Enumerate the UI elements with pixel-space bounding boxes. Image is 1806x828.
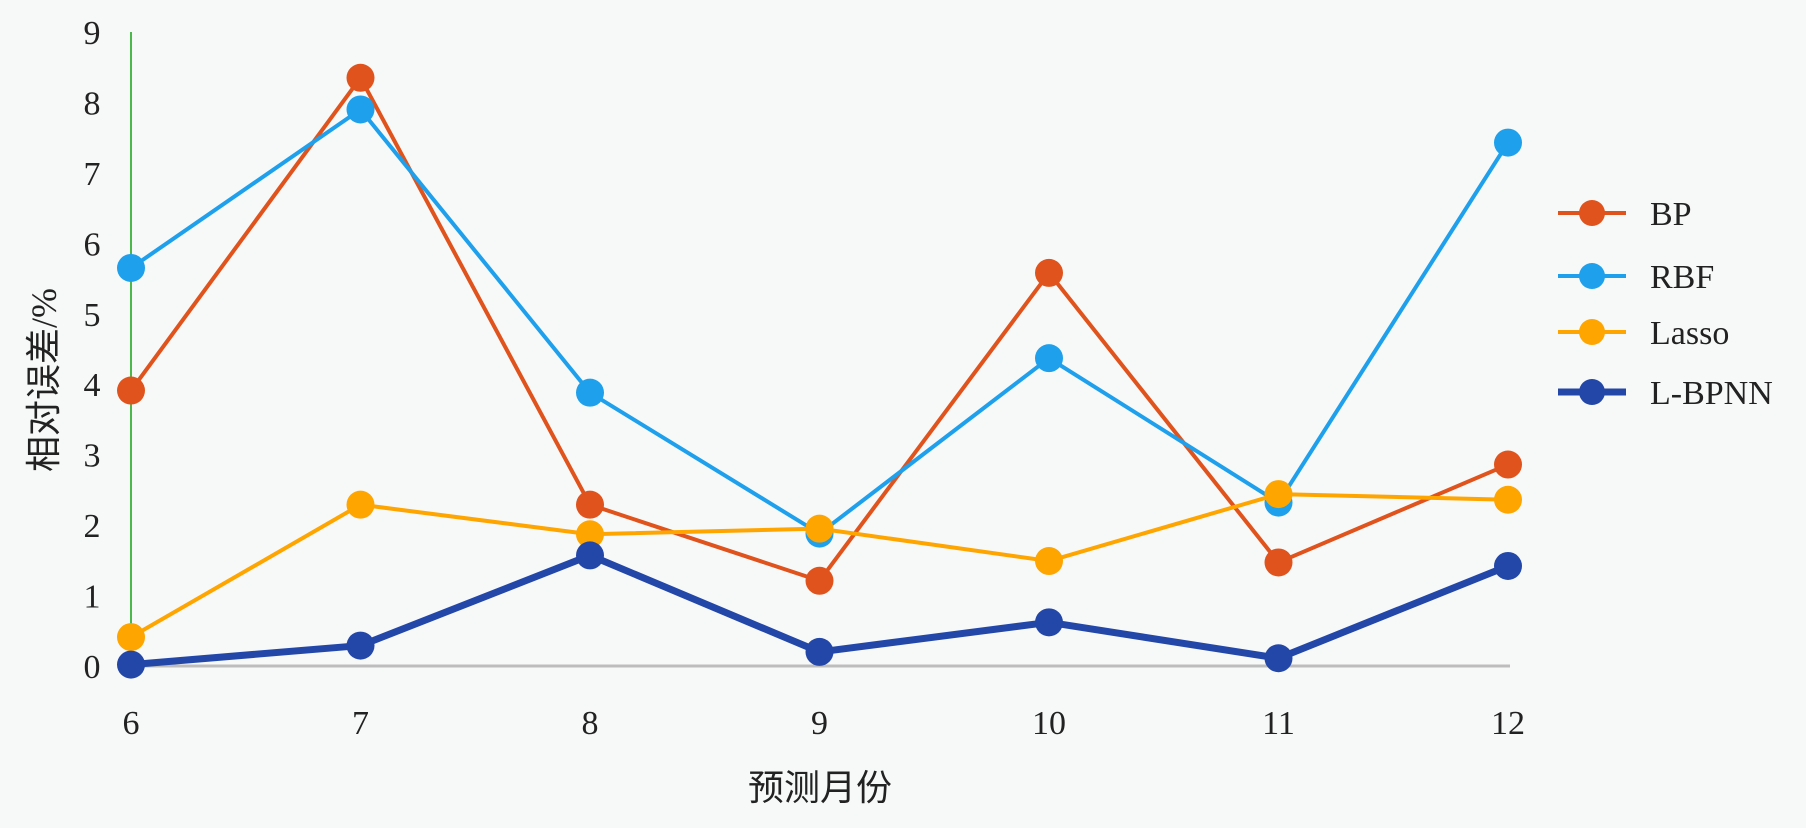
- data-point: [805, 637, 834, 666]
- x-tick-label: 9: [811, 705, 828, 742]
- data-point: [117, 253, 145, 282]
- data-point: [346, 95, 375, 124]
- data-point: [346, 63, 375, 92]
- legend-marker: [1579, 263, 1605, 289]
- legend-marker: [1579, 379, 1605, 405]
- y-tick-label: 4: [84, 367, 101, 404]
- data-point: [1035, 258, 1063, 287]
- y-tick-label: 5: [84, 297, 101, 334]
- data-point: [1264, 548, 1293, 577]
- x-tick-label: 6: [123, 705, 140, 742]
- series-lasso: [117, 480, 1522, 652]
- y-tick-label: 9: [84, 15, 101, 52]
- data-point: [576, 541, 604, 570]
- legend-marker: [1579, 319, 1605, 345]
- y-tick-label: 7: [84, 156, 101, 193]
- data-point: [576, 378, 604, 407]
- data-point: [1264, 480, 1293, 509]
- y-tick-label: 8: [84, 85, 101, 122]
- x-tick-label: 12: [1491, 705, 1525, 742]
- legend-label: RBF: [1650, 259, 1714, 296]
- series-l-bpnn: [117, 541, 1522, 679]
- y-axis-title: 相对误差/%: [24, 288, 64, 472]
- legend-label: BP: [1650, 196, 1692, 233]
- data-point: [117, 376, 145, 405]
- data-point: [117, 623, 145, 652]
- y-tick-label: 2: [84, 508, 101, 545]
- x-tick-label: 7: [352, 705, 369, 742]
- series-line: [129, 75, 1509, 583]
- data-point: [1035, 547, 1063, 576]
- data-point: [346, 490, 375, 519]
- series-rbf: [117, 95, 1522, 548]
- legend-item: L-BPNN: [1558, 375, 1773, 412]
- series-line: [129, 107, 1510, 536]
- legend-item: RBF: [1558, 259, 1714, 296]
- data-point: [576, 520, 604, 549]
- y-tick-label: 3: [84, 438, 101, 475]
- data-point: [1494, 485, 1522, 514]
- x-tick-label: 11: [1262, 705, 1295, 742]
- x-axis-title: 预测月份: [748, 768, 892, 808]
- data-point: [1035, 608, 1063, 637]
- x-tick-label: 10: [1032, 705, 1066, 742]
- data-point: [346, 631, 375, 660]
- legend-marker: [1579, 200, 1605, 226]
- y-tick-label: 1: [84, 579, 101, 616]
- legend-item: Lasso: [1558, 315, 1729, 352]
- data-point: [1264, 644, 1293, 673]
- data-point: [1494, 128, 1522, 157]
- series-bp: [117, 63, 1522, 595]
- y-tick-label: 6: [84, 226, 101, 263]
- legend-item: BP: [1558, 196, 1692, 233]
- data-point: [576, 490, 604, 519]
- data-point: [117, 650, 145, 679]
- data-point: [1035, 344, 1063, 373]
- x-tick-label: 8: [582, 705, 599, 742]
- y-tick-label: 0: [84, 649, 101, 686]
- data-point: [805, 514, 834, 543]
- data-point: [1494, 450, 1522, 479]
- legend-label: L-BPNN: [1650, 375, 1773, 412]
- data-point: [1494, 551, 1522, 580]
- data-point: [805, 566, 834, 595]
- legend-label: Lasso: [1650, 315, 1729, 352]
